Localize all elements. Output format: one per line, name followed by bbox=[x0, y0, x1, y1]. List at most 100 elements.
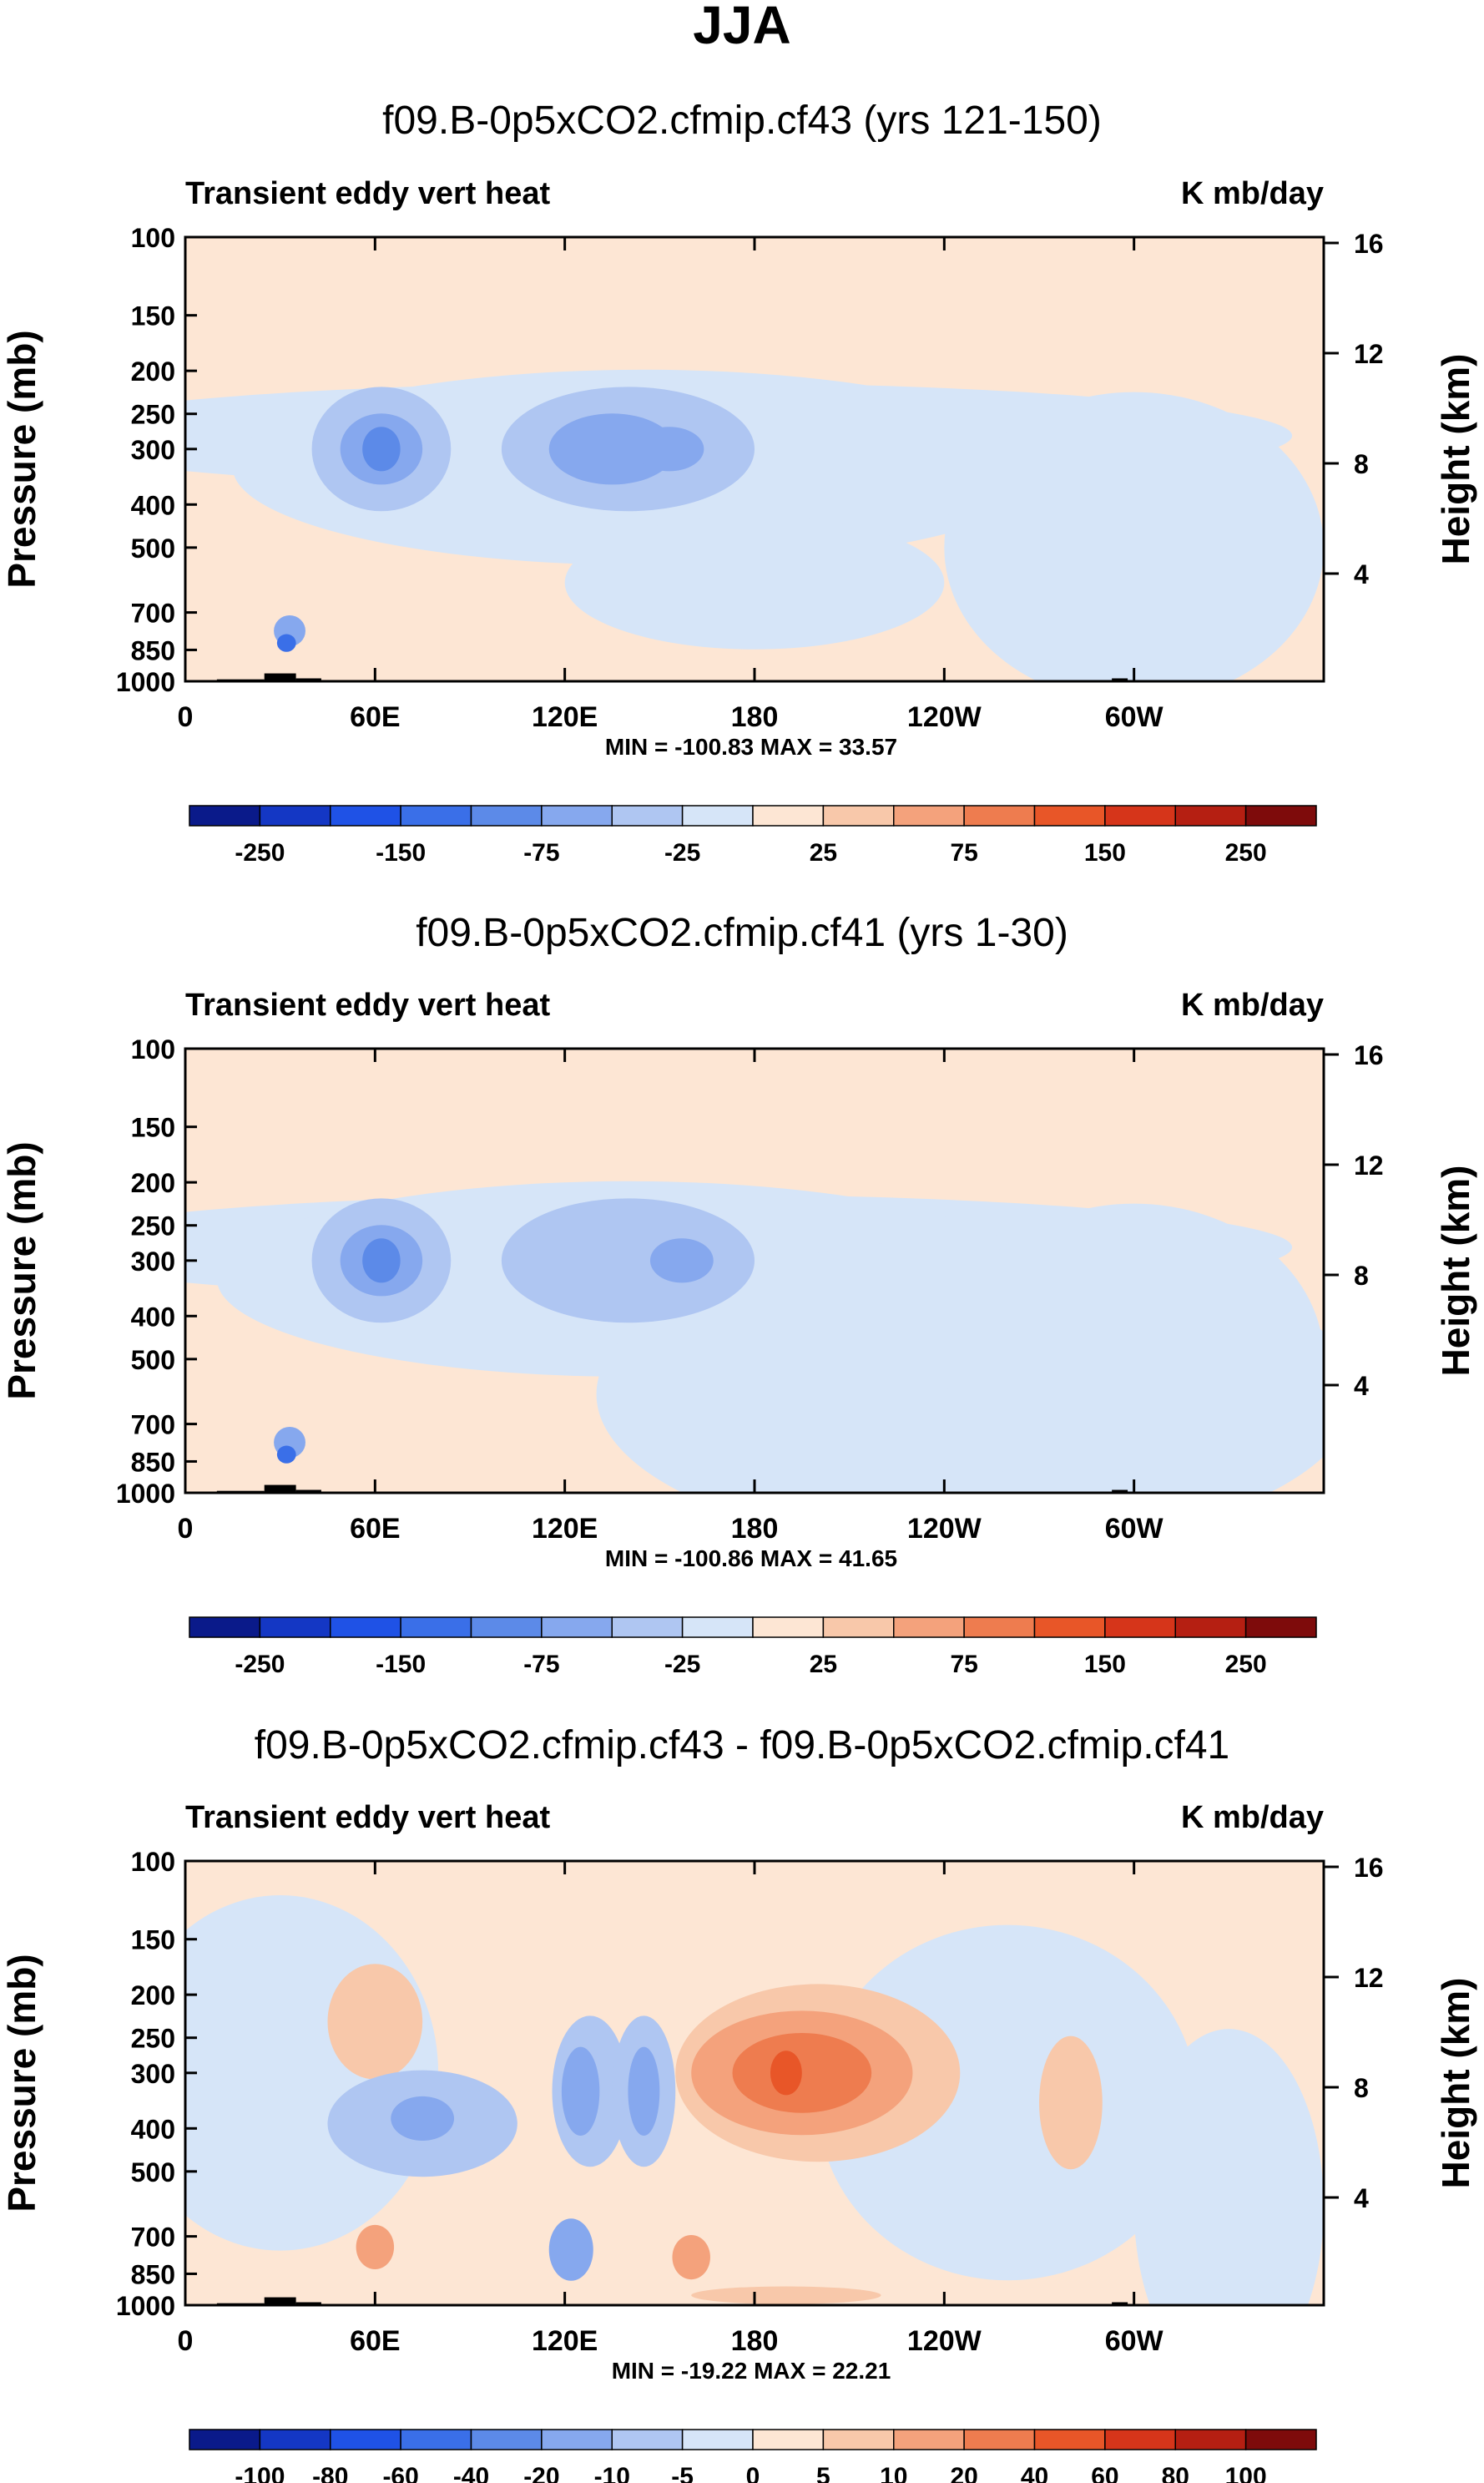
colorbar-swatch bbox=[1104, 1616, 1176, 1638]
colorbar-label: -250 bbox=[235, 1651, 285, 1678]
contour-fills bbox=[185, 369, 1324, 681]
x-tick-label: 60W bbox=[1105, 2325, 1164, 2357]
y-tick-label: 500 bbox=[131, 534, 175, 564]
contour-region bbox=[561, 2046, 600, 2137]
colorbar-label: 75 bbox=[950, 1651, 977, 1678]
height-tick-label: 12 bbox=[1354, 339, 1384, 369]
colorbar-swatch bbox=[1033, 805, 1106, 827]
colorbar-swatch bbox=[611, 2429, 684, 2450]
colorbar-swatch bbox=[681, 1616, 754, 1638]
panel-3: f09.B-0p5xCO2.cfmip.cf43 - f09.B-0p5xCO2… bbox=[0, 1723, 1477, 2483]
colorbar-swatch bbox=[611, 805, 684, 827]
height-tick-label: 4 bbox=[1354, 559, 1369, 589]
contour-region bbox=[501, 1198, 755, 1323]
colorbar-label: 5 bbox=[816, 2463, 830, 2483]
x-tick-label: 180 bbox=[731, 2325, 779, 2357]
x-tick-label: 0 bbox=[178, 2325, 194, 2357]
panel-1: f09.B-0p5xCO2.cfmip.cf43 (yrs 121-150) Tr… bbox=[0, 99, 1477, 867]
colorbar-swatch bbox=[470, 805, 543, 827]
colorbar-label: -25 bbox=[664, 1651, 700, 1678]
topography-block bbox=[295, 1489, 321, 1493]
colorbar-swatch bbox=[189, 2429, 261, 2450]
topography-block bbox=[1112, 678, 1128, 681]
y-axis-label-right: Height (km) bbox=[1434, 1978, 1477, 2189]
x-tick-label: 0 bbox=[178, 701, 194, 733]
colorbar-swatch bbox=[1174, 1616, 1247, 1638]
colorbar-swatch bbox=[400, 2429, 472, 2450]
contour-region bbox=[944, 392, 1324, 681]
colorbar-swatch bbox=[541, 2429, 613, 2450]
panel-title: f09.B-0p5xCO2.cfmip.cf43 - f09.B-0p5xCO2… bbox=[255, 1723, 1230, 1767]
y-tick-label: 850 bbox=[131, 1447, 175, 1477]
colorbar-swatch bbox=[752, 2429, 825, 2450]
colorbar-label: -150 bbox=[376, 1651, 426, 1678]
colorbar-label: 25 bbox=[810, 1651, 837, 1678]
colorbar-swatch bbox=[1033, 1616, 1106, 1638]
height-tick-label: 8 bbox=[1354, 2073, 1369, 2103]
left-label: Transient eddy vert heat bbox=[185, 176, 550, 211]
colorbar-swatch bbox=[400, 805, 472, 827]
x-tick-label: 180 bbox=[731, 701, 779, 733]
y-tick-label: 300 bbox=[131, 2059, 175, 2089]
left-label: Transient eddy vert heat bbox=[185, 1800, 550, 1835]
topography-block bbox=[264, 2297, 296, 2305]
contour-region bbox=[327, 1964, 423, 2080]
colorbar-label: -5 bbox=[671, 2463, 694, 2483]
y-axis-label: Pressure (mb) bbox=[0, 1141, 43, 1399]
colorbar-swatch bbox=[893, 805, 965, 827]
y-tick-label: 500 bbox=[131, 1345, 175, 1375]
colorbar-label: -250 bbox=[235, 839, 285, 867]
colorbar-label: 40 bbox=[1021, 2463, 1048, 2483]
x-tick-label: 60W bbox=[1105, 701, 1164, 733]
colorbar-swatch bbox=[822, 805, 895, 827]
panel-2: f09.B-0p5xCO2.cfmip.cf41 (yrs 1-30) Trans… bbox=[0, 911, 1477, 1678]
x-tick-label: 120W bbox=[907, 2325, 982, 2357]
colorbar-swatch bbox=[1104, 805, 1176, 827]
contour-region bbox=[276, 1445, 296, 1464]
colorbar-swatch bbox=[893, 2429, 965, 2450]
contour-region bbox=[628, 2046, 660, 2137]
contour-region bbox=[770, 2051, 802, 2096]
colorbar-swatch bbox=[681, 805, 754, 827]
colorbar-swatch bbox=[963, 2429, 1036, 2450]
x-tick-label: 60W bbox=[1105, 1513, 1164, 1545]
colorbar-swatch bbox=[259, 1616, 331, 1638]
colorbar-swatch bbox=[1104, 2429, 1176, 2450]
units-label: K mb/day bbox=[1181, 176, 1324, 211]
y-tick-label: 700 bbox=[131, 599, 175, 629]
colorbar-swatch bbox=[1244, 1616, 1317, 1638]
contour-region bbox=[649, 1238, 714, 1283]
y-tick-label: 400 bbox=[131, 1302, 175, 1332]
colorbar-label: 10 bbox=[880, 2463, 907, 2483]
colorbar-swatch bbox=[822, 2429, 895, 2450]
colorbar-swatch bbox=[681, 2429, 754, 2450]
colorbar-label: 250 bbox=[1225, 1651, 1267, 1678]
colorbar-swatch bbox=[963, 805, 1036, 827]
colorbar-label: 100 bbox=[1225, 2463, 1267, 2483]
colorbar-label: -75 bbox=[523, 1651, 559, 1678]
y-axis-label-right: Height (km) bbox=[1434, 354, 1477, 565]
colorbar: -100 -80 -60 -40 -20 -10 -5 0 5 10 20 40 60 80 100 bbox=[189, 2429, 1317, 2483]
colorbar-label: -75 bbox=[523, 839, 559, 867]
y-axis-label: Pressure (mb) bbox=[0, 1954, 43, 2212]
topography-block bbox=[295, 2302, 321, 2305]
x-tick-label: 60E bbox=[350, 2325, 401, 2357]
colorbar-label: 75 bbox=[950, 839, 977, 867]
colorbar-label: -25 bbox=[664, 839, 700, 867]
y-tick-label: 250 bbox=[131, 2024, 175, 2054]
contour-region bbox=[1039, 2035, 1103, 2170]
contour-region bbox=[548, 413, 676, 485]
colorbar-label: 250 bbox=[1225, 839, 1267, 867]
colorbar-swatch bbox=[611, 1616, 684, 1638]
x-tick-label: 120W bbox=[907, 1513, 982, 1545]
y-tick-label: 1000 bbox=[116, 667, 175, 697]
y-axis-label-right: Height (km) bbox=[1434, 1166, 1477, 1377]
contour-region bbox=[691, 2286, 881, 2304]
left-label: Transient eddy vert heat bbox=[185, 988, 550, 1023]
y-tick-label: 150 bbox=[131, 301, 175, 331]
y-tick-label: 250 bbox=[131, 400, 175, 430]
height-tick-label: 16 bbox=[1354, 229, 1384, 259]
colorbar-swatch bbox=[330, 1616, 401, 1638]
colorbar-label: -80 bbox=[312, 2463, 348, 2483]
colorbar-label: 80 bbox=[1162, 2463, 1189, 2483]
